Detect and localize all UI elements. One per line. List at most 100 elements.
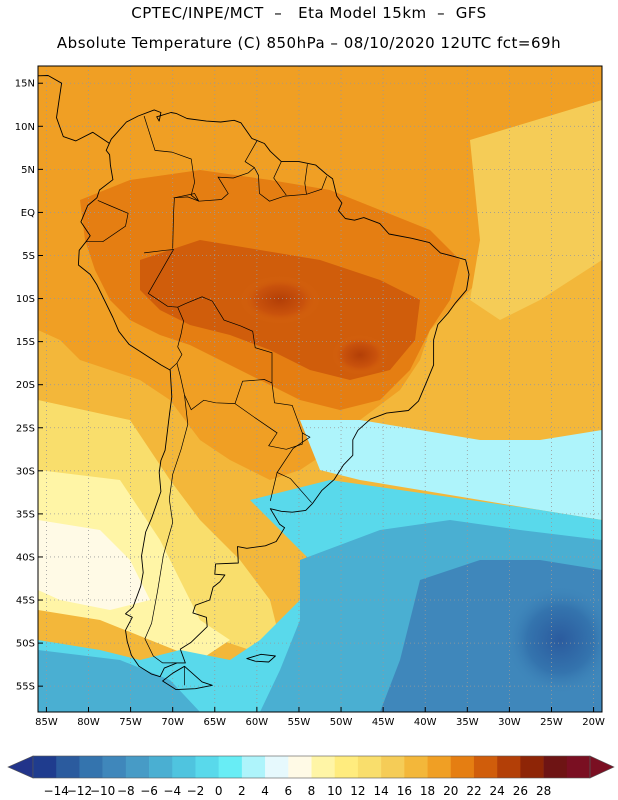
colorbar-swatch (56, 756, 80, 778)
colorbar-swatch (79, 756, 103, 778)
lat-tick-label: 10N (15, 122, 35, 133)
colorbar-swatch (195, 756, 219, 778)
lon-tick-label: 25W (540, 717, 563, 728)
lat-tick-label: 30S (16, 466, 35, 477)
field-cold-core (505, 585, 602, 695)
colorbar-swatch (102, 756, 127, 778)
country-border (143, 115, 200, 249)
colorbar-label: −4 (163, 784, 181, 798)
colorbar-label: 16 (397, 784, 412, 798)
field-pale-pacific (38, 520, 150, 610)
field-cold-pacific-south (38, 650, 200, 712)
coastline-central-america (38, 75, 110, 144)
lat-tick-label: 15S (16, 337, 35, 348)
country-border (234, 382, 303, 450)
colorbar-label: 20 (443, 784, 458, 798)
country-border (86, 200, 129, 243)
colorbar-swatch (218, 756, 243, 778)
lon-tick-label: 45W (372, 717, 395, 728)
lon-tick-label: 50W (330, 717, 353, 728)
lat-tick-label: 5S (22, 251, 35, 262)
colorbar-swatch (404, 756, 428, 778)
colorbar-frame (32, 755, 591, 779)
colorbar-label: 10 (327, 784, 342, 798)
lat-tick-label: 40S (16, 552, 35, 563)
colorbar-swatch (33, 756, 57, 778)
colorbar-swatch (566, 756, 591, 778)
lon-tick-label: 20W (582, 717, 605, 728)
field-hot-spot-1 (332, 335, 388, 375)
colorbar-swatch (450, 756, 475, 778)
lat-tick-label: 20S (16, 380, 35, 391)
lon-tick-label: 80W (77, 717, 100, 728)
lon-tick-label: 40W (414, 717, 437, 728)
coastlines (38, 75, 470, 691)
lon-tick-label: 85W (35, 717, 58, 728)
colorbar-swatch (543, 756, 568, 778)
colorbar-swatch (334, 756, 359, 778)
colorbar-swatch (357, 756, 382, 778)
colorbar-swatch (288, 756, 312, 778)
country-border (276, 432, 312, 503)
coastline-south-america (77, 109, 470, 678)
lon-tick-label: 60W (246, 717, 269, 728)
colorbar-label: 26 (513, 784, 528, 798)
lat-tick-label: 10S (16, 294, 35, 305)
colorbar-label: −10 (90, 784, 115, 798)
field-warm-east-atlantic (470, 100, 602, 320)
colorbar-label: 22 (466, 784, 481, 798)
colorbar-swatch (497, 756, 521, 778)
colorbar-swatch (125, 756, 150, 778)
colorbar-swatch (265, 756, 289, 778)
colorbar-over-arrow (589, 755, 615, 779)
lat-tick-label: 55S (16, 682, 35, 693)
temperature-field (38, 66, 602, 712)
lat-tick-label: 45S (16, 596, 35, 607)
colorbar-label: 18 (420, 784, 435, 798)
field-hot-spot-2 (240, 276, 320, 324)
coastline-tierra-del-fuego (162, 665, 213, 691)
latitude-axis: 15N 10N 5N EQ 5S 10S 15S 20S 25S 30S 35S 40S 45S 50S 5… (15, 79, 43, 693)
colorbar-swatch (427, 756, 452, 778)
colorbar-swatch (172, 756, 196, 778)
lat-tick-label: 35S (16, 509, 35, 520)
lon-tick-label: 65W (203, 717, 226, 728)
colorbar-label: 12 (350, 784, 365, 798)
plot-frame (37, 65, 603, 713)
colorbar-swatch (520, 756, 544, 778)
country-border (253, 167, 328, 202)
lat-tick-label: 25S (16, 423, 35, 434)
lon-tick-label: 70W (161, 717, 184, 728)
colorbar-label: −6 (140, 784, 158, 798)
country-border (144, 249, 184, 371)
colorbar-label: 0 (215, 784, 223, 798)
colorbar-label: 8 (308, 784, 316, 798)
country-border (144, 394, 189, 664)
title-line-2: Absolute Temperature (C) 850hPa – 08/10/… (56, 34, 562, 52)
colorbar-labels: −14−12−10 −8 −6 −4 −2 0 2 4 6 8 10 12 14 16 18 20 22 24 26… (44, 784, 552, 798)
title-line-1: CPTEC/INPE/MCT – Eta Model 15km – GFS (131, 4, 487, 22)
colorbar-swatch (311, 756, 336, 778)
colorbar-label: 4 (261, 784, 269, 798)
colorbar-swatch (149, 756, 173, 778)
field-mild-south (38, 400, 280, 650)
lat-tick-label: 50S (16, 639, 35, 650)
colorbar-swatch (473, 756, 498, 778)
lon-tick-label: 55W (288, 717, 311, 728)
lat-tick-label: 15N (15, 79, 35, 90)
coastline-falklands (246, 653, 276, 663)
lat-tick-label: EQ (21, 208, 35, 219)
colorbar (7, 755, 615, 779)
field-cool-yellow-south (38, 470, 230, 660)
colorbar-swatch (241, 756, 266, 778)
lon-tick-label: 35W (456, 717, 479, 728)
lon-tick-label: 30W (498, 717, 521, 728)
longitude-axis: 85W 80W 75W 70W 65W 60W 55W 50W 45W 40W 35W 30W 25W 2… (35, 707, 605, 728)
colorbar-label: 2 (238, 784, 246, 798)
colorbar-label: −2 (187, 784, 205, 798)
country-borders (86, 115, 328, 686)
lat-tick-label: 5N (21, 165, 35, 176)
country-border (173, 140, 258, 202)
colorbar-label: 6 (284, 784, 292, 798)
